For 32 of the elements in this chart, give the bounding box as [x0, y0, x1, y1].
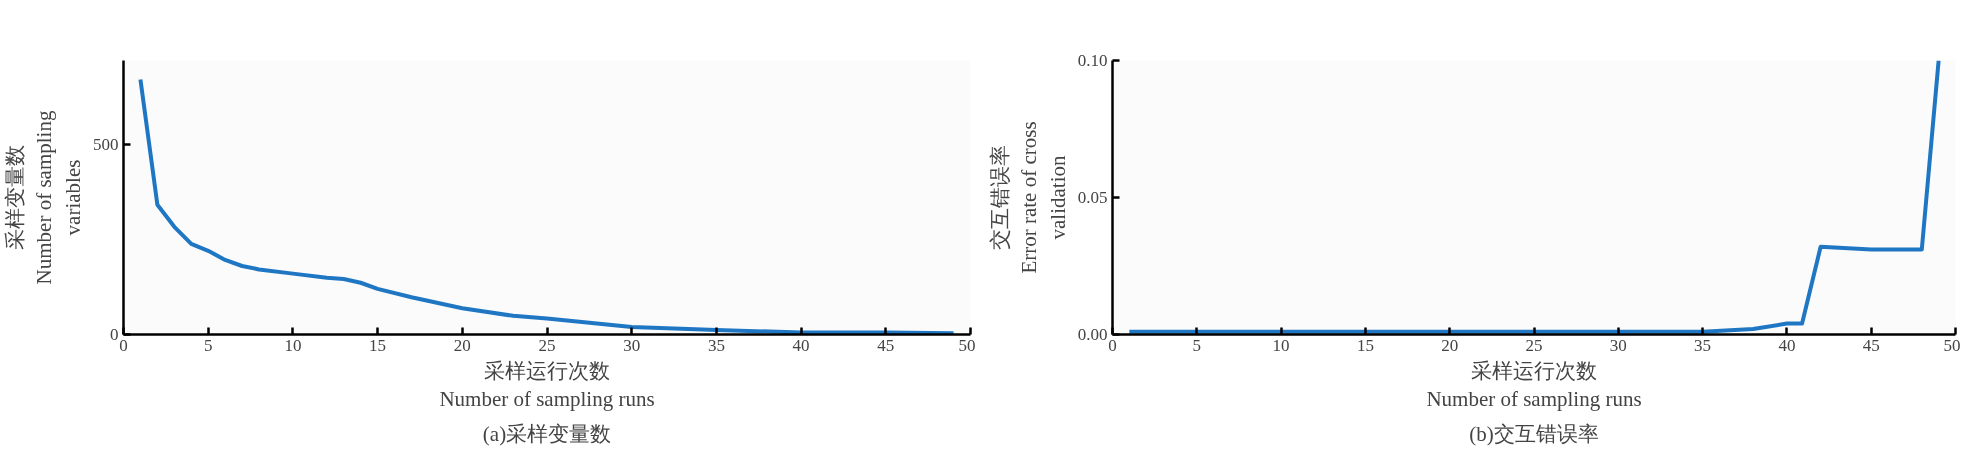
- y-tick-label: 0.00: [1077, 325, 1108, 344]
- y-tick-label: 0.10: [1077, 51, 1108, 70]
- x-tick-label: 35: [707, 335, 725, 355]
- y-tick-label: 500: [93, 134, 119, 154]
- x-tick-label: 30: [623, 335, 641, 355]
- x-tick-label: 40: [792, 335, 810, 355]
- x-axis-title: 采样运行次数 Number of sampling runs: [1426, 358, 1642, 412]
- x-tick-label: 50: [958, 335, 976, 355]
- x-tick-label: 25: [538, 335, 556, 355]
- x-tick-label: 5: [203, 335, 213, 355]
- x-tick-label: 45: [1862, 335, 1880, 355]
- x-tick-label: 50: [1943, 335, 1961, 355]
- x-tick-label: 10: [1272, 335, 1290, 355]
- x-tick-label: 20: [453, 335, 471, 355]
- line-series: [138, 77, 956, 335]
- x-tick-label: 5: [1192, 335, 1202, 355]
- x-tick-label: 15: [1356, 335, 1374, 355]
- text: (a)采样变量数: [482, 421, 612, 446]
- y-axis-title: 交互错误率 Error rate of cross validation: [988, 121, 1070, 274]
- y-axis-title: 采样变量数 Number of sampling variables: [3, 110, 85, 285]
- y-tick-label: 0.05: [1077, 188, 1108, 207]
- x-tick-label: 40: [1778, 335, 1796, 355]
- x-tick-label: 30: [1609, 335, 1627, 355]
- x-tick-label: 25: [1525, 335, 1543, 355]
- x-tick-label: 10: [284, 335, 302, 355]
- x-tick-label: 45: [877, 335, 895, 355]
- line-series: [1127, 60, 1941, 334]
- x-tick-label: 20: [1441, 335, 1459, 355]
- x-tick-label: 35: [1694, 335, 1712, 355]
- x-tick-label: 15: [369, 335, 387, 355]
- text: (b)交互错误率: [1469, 421, 1599, 446]
- x-axis-title: 采样运行次数 Number of sampling runs: [439, 358, 655, 412]
